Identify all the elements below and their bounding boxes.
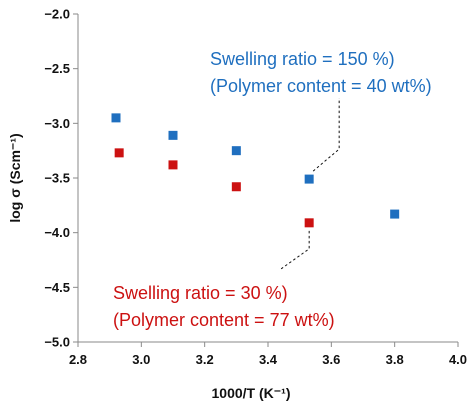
x-tick-label: 3.2 — [196, 352, 214, 367]
y-tick-label: −4.0 — [44, 225, 70, 240]
annotation-red-line2: (Polymer content = 77 wt%) — [113, 310, 335, 330]
red-data-point — [168, 160, 178, 170]
annotation-blue-line2: (Polymer content = 40 wt%) — [210, 76, 432, 96]
annotation-leader-lines — [280, 98, 340, 270]
y-tick-label: −5.0 — [44, 335, 70, 350]
x-tick-label: 3.8 — [386, 352, 404, 367]
red-data-point — [114, 148, 124, 158]
blue-data-point — [111, 113, 121, 123]
annotation-leader-red — [280, 230, 310, 270]
y-axis-ticks: −2.0 −2.5 −3.0 −3.5 −4.0 −4.5 −5.0 — [44, 7, 78, 350]
y-tick-label: −2.5 — [44, 61, 70, 76]
blue-data-point — [304, 174, 314, 184]
blue-data-point — [390, 209, 400, 219]
x-tick-label: 3.0 — [132, 352, 150, 367]
annotation-blue-line1: Swelling ratio = 150 %) — [210, 49, 395, 69]
x-tick-label: 2.8 — [69, 352, 87, 367]
y-tick-label: −4.5 — [44, 280, 70, 295]
annotation-red-line1: Swelling ratio = 30 %) — [113, 283, 288, 303]
blue-data-point — [231, 146, 241, 156]
x-tick-label: 4.0 — [449, 352, 467, 367]
y-axis-title: log σ (Scm⁻¹) — [7, 133, 23, 222]
annotation-leader-blue — [312, 98, 340, 172]
x-axis-title: 1000/T (K⁻¹) — [212, 385, 291, 401]
y-tick-label: −3.5 — [44, 171, 70, 186]
x-tick-label: 3.4 — [259, 352, 278, 367]
x-axis-ticks: 2.8 3.0 3.2 3.4 3.6 3.8 4.0 — [69, 342, 467, 367]
y-tick-label: −3.0 — [44, 116, 70, 131]
data-points — [111, 113, 400, 228]
y-tick-label: −2.0 — [44, 7, 70, 22]
red-data-point — [304, 218, 314, 228]
x-tick-label: 3.6 — [322, 352, 340, 367]
red-data-point — [231, 182, 241, 192]
blue-data-point — [168, 130, 178, 140]
